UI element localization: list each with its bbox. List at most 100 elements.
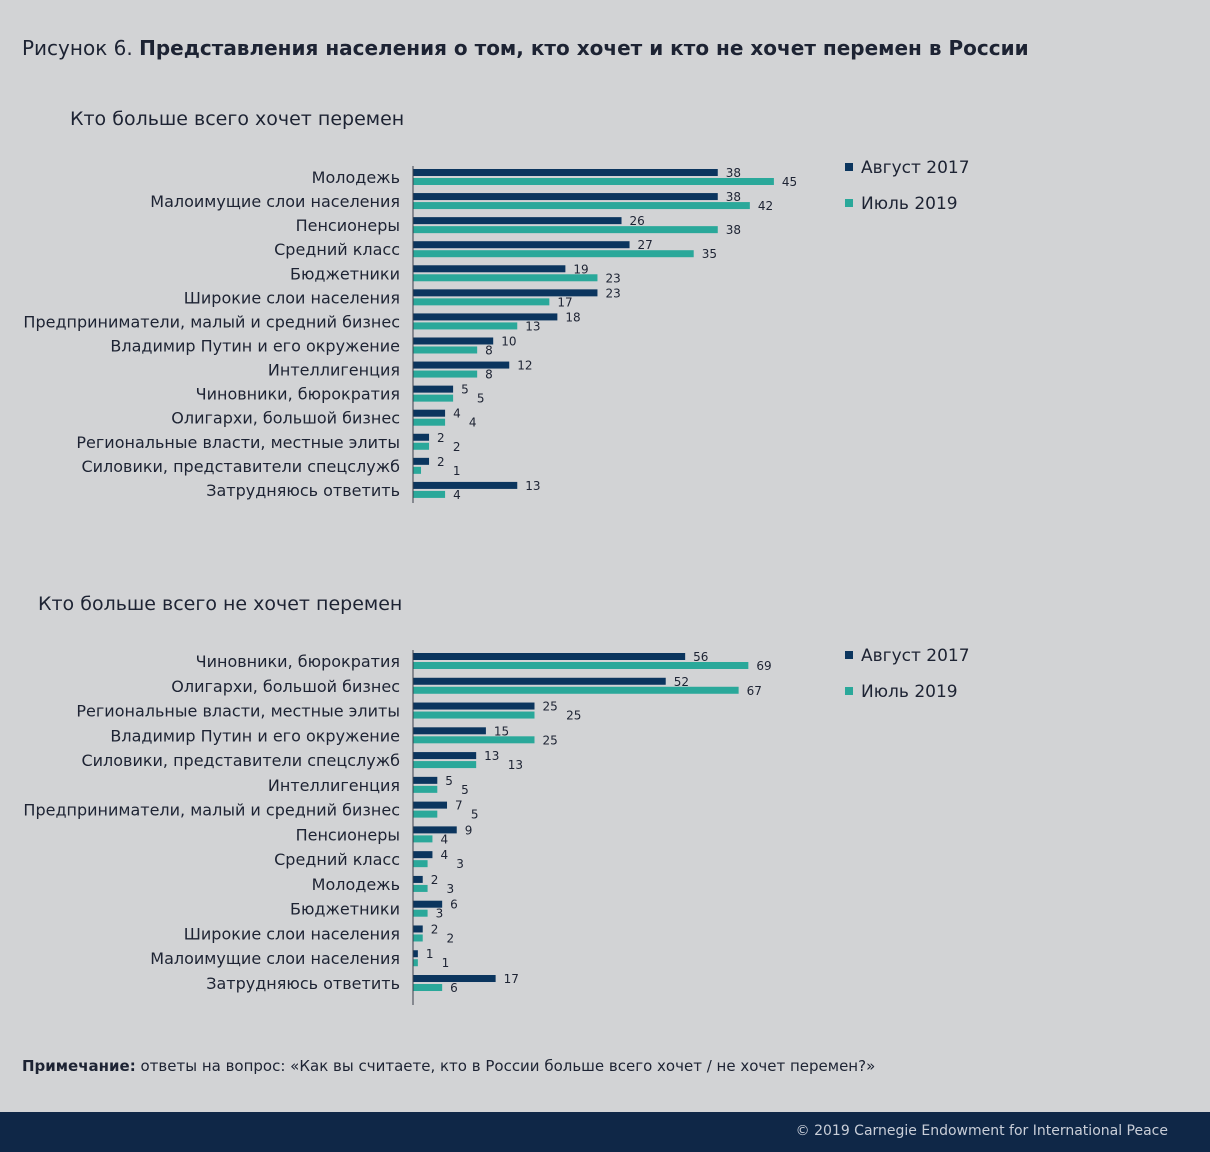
bar-jul-2019 — [413, 202, 750, 210]
category-label: Малоимущие слои населения — [150, 192, 400, 211]
value-label: 4 — [453, 407, 461, 421]
value-label: 69 — [756, 659, 771, 673]
value-label: 19 — [573, 262, 588, 276]
bar-aug-2017 — [413, 385, 454, 393]
chart-1-title: Кто больше всего хочет перемен — [70, 108, 405, 130]
value-label: 2 — [453, 440, 461, 454]
value-label: 42 — [758, 199, 773, 213]
bar-aug-2017 — [413, 925, 423, 933]
bar-aug-2017 — [413, 950, 418, 958]
bar-aug-2017 — [413, 727, 486, 735]
legend-label: Июль 2019 — [861, 682, 958, 702]
bar-jul-2019 — [413, 418, 446, 426]
footer-bar: © 2019 Carnegie Endowment for Internatio… — [0, 1112, 1210, 1152]
value-label: 2 — [437, 431, 445, 445]
bar-jul-2019 — [413, 178, 774, 185]
value-label: 38 — [726, 190, 741, 204]
bar-jul-2019 — [413, 298, 550, 306]
note-label: Примечание: — [22, 1057, 136, 1075]
bar-aug-2017 — [413, 169, 718, 176]
value-label: 2 — [437, 455, 445, 469]
legend-label: Август 2017 — [861, 646, 970, 666]
category-label: Широкие слои населения — [184, 924, 400, 943]
figure-title: Рисунок 6. Представления населения о том… — [22, 36, 1029, 60]
value-label: 13 — [525, 319, 540, 333]
category-label: Затрудняюсь ответить — [206, 974, 400, 993]
value-label: 3 — [436, 907, 444, 921]
category-label: Владимир Путин и его окружение — [110, 726, 400, 745]
value-label: 45 — [782, 175, 797, 189]
bar-aug-2017 — [413, 875, 423, 883]
category-label: Широкие слои населения — [184, 288, 400, 307]
category-label: Пенсионеры — [296, 825, 400, 844]
value-label: 10 — [501, 334, 516, 348]
value-label: 13 — [484, 749, 499, 763]
value-label: 4 — [440, 832, 448, 846]
bar-jul-2019 — [413, 226, 718, 234]
value-label: 3 — [456, 857, 464, 871]
category-label: Бюджетники — [290, 264, 400, 283]
value-label: 15 — [494, 724, 509, 738]
bar-jul-2019 — [413, 466, 422, 474]
value-label: 4 — [469, 416, 477, 430]
legend-swatch — [845, 199, 853, 207]
category-label: Затрудняюсь ответить — [206, 481, 400, 500]
bar-aug-2017 — [413, 337, 494, 345]
category-label: Молодежь — [312, 168, 400, 187]
value-label: 23 — [605, 286, 620, 300]
value-label: 5 — [445, 774, 453, 788]
copyright: © 2019 Carnegie Endowment for Internatio… — [795, 1123, 1168, 1139]
note: Примечание: ответы на вопрос: «Как вы сч… — [22, 1057, 875, 1075]
bar-jul-2019 — [413, 810, 438, 818]
bar-jul-2019 — [413, 860, 428, 868]
bar-jul-2019 — [413, 346, 478, 354]
value-label: 8 — [485, 343, 493, 357]
value-label: 25 — [543, 733, 558, 747]
bar-jul-2019 — [413, 711, 535, 719]
value-label: 1 — [426, 947, 434, 961]
bar-aug-2017 — [413, 217, 622, 225]
bar-jul-2019 — [413, 274, 598, 282]
bar-jul-2019 — [413, 370, 478, 378]
value-label: 5 — [461, 783, 469, 797]
bar-aug-2017 — [413, 752, 477, 760]
value-label: 2 — [447, 931, 455, 945]
note-text: ответы на вопрос: «Как вы считаете, кто … — [140, 1057, 876, 1075]
bar-aug-2017 — [413, 653, 686, 660]
bar-jul-2019 — [413, 686, 739, 694]
category-label: Средний класс — [274, 240, 400, 259]
value-label: 13 — [508, 758, 523, 772]
bar-aug-2017 — [413, 677, 666, 685]
legend-swatch — [845, 651, 853, 659]
value-label: 6 — [450, 981, 458, 995]
category-label: Пенсионеры — [296, 216, 400, 235]
bar-aug-2017 — [413, 975, 496, 983]
bar-aug-2017 — [413, 481, 518, 489]
value-label: 26 — [630, 214, 645, 228]
bar-jul-2019 — [413, 835, 433, 843]
value-label: 23 — [605, 271, 620, 285]
bar-jul-2019 — [413, 934, 423, 942]
value-label: 7 — [455, 799, 463, 813]
value-label: 17 — [557, 295, 572, 309]
category-label: Региональные власти, местные элиты — [76, 702, 400, 721]
value-label: 25 — [566, 709, 581, 723]
bar-aug-2017 — [413, 241, 630, 249]
bar-jul-2019 — [413, 322, 518, 330]
bar-aug-2017 — [413, 457, 430, 465]
category-label: Малоимущие слои населения — [150, 949, 400, 968]
bar-jul-2019 — [413, 662, 749, 669]
value-label: 38 — [726, 223, 741, 237]
legend-label: Август 2017 — [861, 158, 970, 178]
bar-jul-2019 — [413, 490, 446, 498]
category-label: Олигархи, большой бизнес — [171, 409, 400, 428]
figure-number: Рисунок 6. — [22, 36, 133, 60]
bar-jul-2019 — [413, 984, 443, 992]
value-label: 17 — [504, 972, 519, 986]
value-label: 52 — [674, 675, 689, 689]
category-label: Силовики, представители спецслужб — [81, 751, 400, 770]
category-label: Предприниматели, малый и средний бизнес — [23, 801, 400, 820]
value-label: 5 — [461, 383, 469, 397]
value-label: 9 — [465, 823, 473, 837]
bar-aug-2017 — [413, 433, 430, 441]
